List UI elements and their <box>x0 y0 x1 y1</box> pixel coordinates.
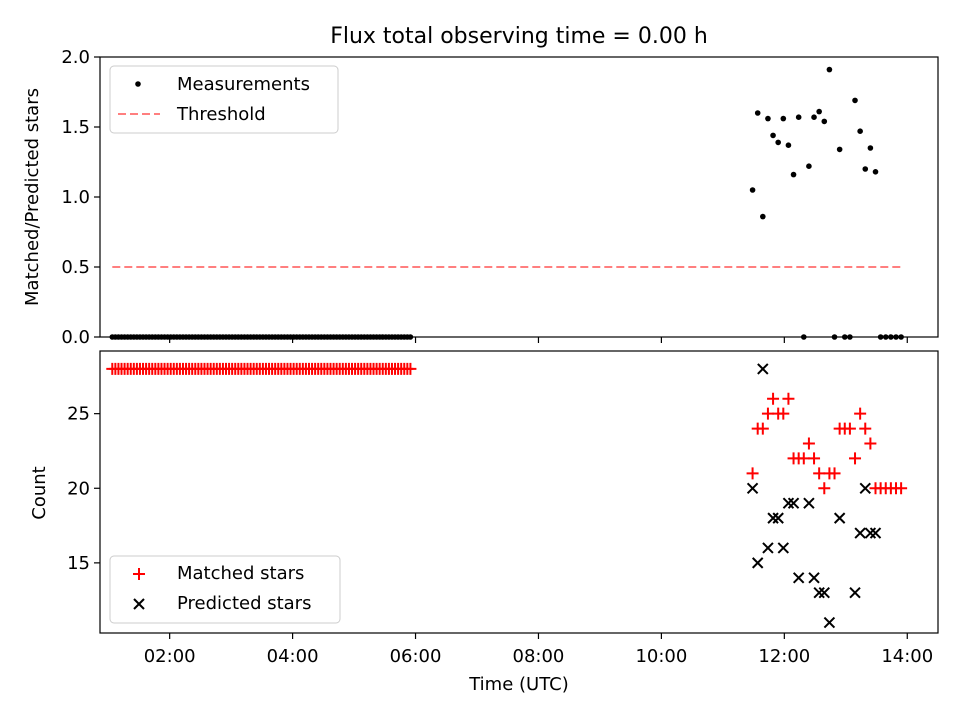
x-tick-label: 02:00 <box>144 646 196 667</box>
x-tick-label: 12:00 <box>758 646 810 667</box>
legend-marker-matched-stars <box>133 568 145 580</box>
point-predicted-stars <box>762 542 774 554</box>
top-y-tick-label: 1.5 <box>61 117 90 138</box>
point-matched-stars <box>756 422 769 435</box>
top-legend: Measurements Threshold <box>109 65 339 134</box>
point-predicted-stars <box>818 587 830 599</box>
bottom-legend-box <box>109 555 341 624</box>
point-measurements <box>770 132 776 139</box>
point-measurements <box>780 115 787 122</box>
point-measurements <box>754 110 761 116</box>
point-measurements <box>852 97 858 104</box>
top-y-tick-label: 0.5 <box>61 257 90 278</box>
point-matched-stars <box>808 452 821 465</box>
point-predicted-stars <box>746 482 759 494</box>
point-measurements <box>749 187 756 193</box>
point-predicted-stars <box>777 542 790 554</box>
point-predicted-stars <box>808 572 820 584</box>
point-predicted-stars <box>869 527 882 539</box>
bottom-y-axis-label: Count <box>29 466 50 519</box>
legend-marker-predicted-stars <box>133 598 145 610</box>
point-measurements <box>816 108 822 115</box>
point-predicted-stars <box>792 572 805 584</box>
point-measurements <box>760 213 766 220</box>
legend-label-threshold: Threshold <box>176 104 266 125</box>
x-axis-label: Time (UTC) <box>468 674 569 695</box>
point-predicted-stars <box>864 527 877 539</box>
point-measurements <box>790 171 797 178</box>
point-measurements <box>826 66 833 73</box>
bottom-panel: 02:00 04:00 06:00 08:00 10:00 12:00 14:00 15 20 2… <box>29 350 939 695</box>
point-predicted-stars <box>823 616 836 629</box>
bottom-legend: Matched stars Predicted stars <box>109 555 341 624</box>
chart-title: Flux total observing time = 0.00 h <box>330 24 708 49</box>
top-legend-box <box>109 65 339 134</box>
point-matched-stars <box>767 392 780 405</box>
point-matched-stars <box>849 452 862 465</box>
top-panel: 0.00.51.01.52.0 Matched/Predicted stars … <box>22 47 939 348</box>
x-tick-label: 06:00 <box>390 646 442 667</box>
point-predicted-stars <box>782 497 795 509</box>
point-matched-stars <box>843 422 856 435</box>
point-matched-stars <box>782 392 795 405</box>
top-axes-frame <box>99 56 939 338</box>
point-measurements <box>765 115 771 122</box>
point-matched-stars <box>859 422 872 435</box>
point-matched-stars <box>777 407 790 420</box>
point-measurements <box>867 145 874 151</box>
point-matched-stars <box>854 407 867 420</box>
point-matched-stars <box>802 437 815 450</box>
x-tick-label: 10:00 <box>635 646 687 667</box>
point-predicted-stars <box>854 527 866 539</box>
point-predicted-stars <box>803 497 815 509</box>
point-matched-stars <box>404 362 417 375</box>
point-matched-stars <box>746 467 759 480</box>
legend-marker-measurements <box>135 81 141 87</box>
point-matched-stars <box>828 467 841 480</box>
point-predicted-stars <box>772 512 784 524</box>
x-tick-label: 14:00 <box>881 646 933 667</box>
point-predicted-stars <box>767 512 779 524</box>
legend-label-matched-stars: Matched stars <box>177 563 304 584</box>
point-measurements <box>862 166 869 172</box>
legend-label-predicted-stars: Predicted stars <box>177 593 311 614</box>
point-measurements <box>806 163 812 169</box>
point-measurements <box>775 139 781 146</box>
point-measurements <box>857 128 863 134</box>
point-matched-stars <box>895 482 908 495</box>
top-y-axis-label: Matched/Predicted stars <box>22 88 43 306</box>
bottom-y-tick-label: 25 <box>67 404 90 425</box>
top-y-tick-label: 1.0 <box>61 187 90 208</box>
point-measurements <box>795 114 802 120</box>
point-predicted-stars <box>751 557 764 569</box>
point-measurements <box>821 118 828 125</box>
point-predicted-stars <box>849 587 861 599</box>
point-predicted-stars <box>757 363 769 375</box>
point-matched-stars <box>761 407 774 420</box>
bottom-y-tick-label: 15 <box>67 553 90 574</box>
point-matched-stars <box>864 437 877 450</box>
point-predicted-stars <box>833 512 846 524</box>
point-measurements <box>872 169 879 175</box>
top-y-tick-label: 2.0 <box>61 47 90 68</box>
point-predicted-stars <box>813 587 825 599</box>
x-tick-label: 08:00 <box>513 646 565 667</box>
x-tick-label: 04:00 <box>267 646 319 667</box>
point-measurements <box>811 114 817 120</box>
bottom-axes-frame <box>99 350 939 634</box>
point-matched-stars <box>818 482 831 495</box>
point-predicted-stars <box>787 497 800 509</box>
point-measurements <box>836 146 843 153</box>
top-y-tick-label: 0.0 <box>61 327 90 348</box>
legend-label-measurements: Measurements <box>177 74 310 95</box>
point-matched-stars <box>813 467 826 480</box>
point-matched-stars <box>797 452 810 465</box>
bottom-y-tick-label: 20 <box>67 478 90 499</box>
point-predicted-stars <box>859 482 871 494</box>
point-measurements <box>785 142 792 148</box>
